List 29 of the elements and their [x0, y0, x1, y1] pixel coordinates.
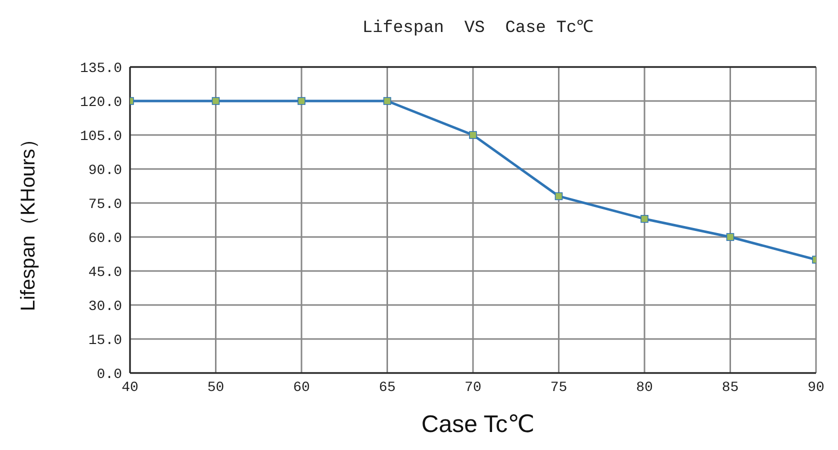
chart-title: Lifespan VS Case Tc℃ [361, 18, 595, 38]
point [640, 214, 648, 223]
y-tick-label: 75.0 [88, 196, 122, 213]
x-tick-label: 60 [293, 380, 310, 396]
y-tick-label: 30.0 [88, 298, 122, 315]
x-tick-label: 40 [122, 380, 138, 396]
point [469, 131, 477, 139]
point [554, 192, 563, 200]
point [383, 97, 392, 105]
y-tick-label: 120.0 [80, 94, 122, 111]
y-tick-label: 45.0 [88, 264, 122, 281]
x-tick-label: 75 [550, 380, 568, 396]
y-axis-title: Lifespan（KHours） [16, 128, 40, 312]
y-tick-label: 0.0 [96, 366, 122, 383]
x-tick-label: 50 [207, 380, 224, 396]
y-tick-label: 60.0 [88, 230, 122, 247]
x-tick-label: 65 [378, 380, 396, 396]
x-tick-label: 70 [464, 380, 482, 396]
y-tick-label: 135.0 [80, 60, 122, 77]
y-tick-label: 105.0 [80, 128, 122, 145]
point [298, 97, 306, 105]
point [212, 97, 220, 105]
x-tick-label: 85 [722, 380, 739, 396]
y-tick-label: 90.0 [88, 162, 122, 179]
x-tick-label: 80 [636, 380, 653, 396]
point [726, 233, 734, 241]
x-tick-label: 90 [808, 380, 824, 396]
y-tick-label: 15.0 [88, 332, 122, 349]
x-axis-title: Case Tc℃ [420, 410, 536, 439]
